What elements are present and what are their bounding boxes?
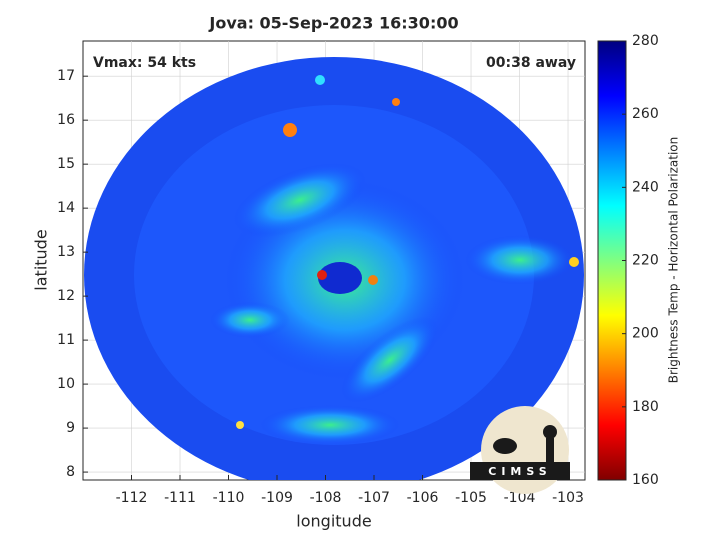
y-tick-label: 11 (57, 332, 75, 348)
chart-title: Jova: 05-Sep-2023 16:30:00 (208, 14, 458, 33)
x-tick-label: -103 (552, 490, 584, 506)
x-tick-label: -111 (164, 490, 196, 506)
y-tick-label: 10 (57, 376, 75, 392)
y-tick-label: 15 (57, 156, 75, 172)
colorbar-tick-label: 220 (632, 253, 659, 269)
x-tick-label: -110 (213, 490, 245, 506)
logo: CIMSS (470, 406, 570, 494)
colorbar-tick-label: 240 (632, 179, 659, 195)
y-tick-label: 16 (57, 112, 75, 128)
y-tick-label: 17 (57, 68, 75, 84)
colorbar-tick-label: 160 (632, 472, 659, 488)
y-tick-label: 8 (66, 464, 75, 480)
x-tick-label: -104 (504, 490, 536, 506)
colorbar-tick-label: 280 (632, 33, 659, 49)
logo-text: CIMSS (488, 465, 551, 478)
colorbar-tick-label: 180 (632, 399, 659, 415)
x-tick-label: -107 (358, 490, 390, 506)
y-tick-label: 13 (57, 244, 75, 260)
annotation: 00:38 away (486, 55, 576, 71)
colorbar-tick-label: 260 (632, 106, 659, 122)
x-tick-label: -109 (261, 490, 293, 506)
x-axis-label: longitude (296, 512, 371, 531)
x-tick-label: -106 (407, 490, 439, 506)
colorbar-label: Brightness Temp - Horizontal Polarizatio… (667, 137, 681, 384)
x-tick-label: -112 (116, 490, 148, 506)
x-tick-label: -105 (455, 490, 487, 506)
y-axis-label: latitude (32, 229, 51, 290)
colorbar-tick-label: 200 (632, 326, 659, 342)
y-tick-label: 14 (57, 200, 75, 216)
annotation: Vmax: 54 kts (93, 55, 196, 71)
y-tick-label: 9 (66, 420, 75, 436)
satellite-image (84, 57, 584, 480)
y-tick-label: 12 (57, 288, 75, 304)
colorbar (597, 40, 627, 481)
x-tick-label: -108 (310, 490, 342, 506)
